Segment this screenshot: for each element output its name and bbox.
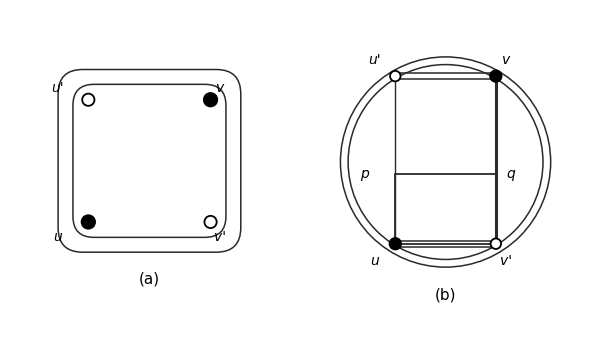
Text: u: u	[370, 254, 378, 268]
Circle shape	[203, 93, 218, 107]
Circle shape	[390, 71, 400, 81]
Circle shape	[82, 215, 95, 229]
Text: u: u	[53, 230, 62, 244]
Text: u': u'	[51, 80, 64, 95]
Circle shape	[205, 216, 217, 228]
Text: (b): (b)	[435, 287, 456, 302]
Text: v: v	[502, 53, 511, 67]
Circle shape	[82, 94, 95, 106]
Text: q: q	[507, 167, 516, 181]
Circle shape	[389, 238, 401, 250]
Text: u': u'	[368, 53, 381, 67]
Circle shape	[490, 70, 502, 82]
Text: p: p	[360, 167, 369, 181]
Text: v': v'	[500, 254, 512, 268]
Text: (a): (a)	[139, 271, 160, 287]
Text: v: v	[216, 80, 224, 95]
Circle shape	[491, 239, 501, 249]
Text: v': v'	[214, 230, 226, 244]
